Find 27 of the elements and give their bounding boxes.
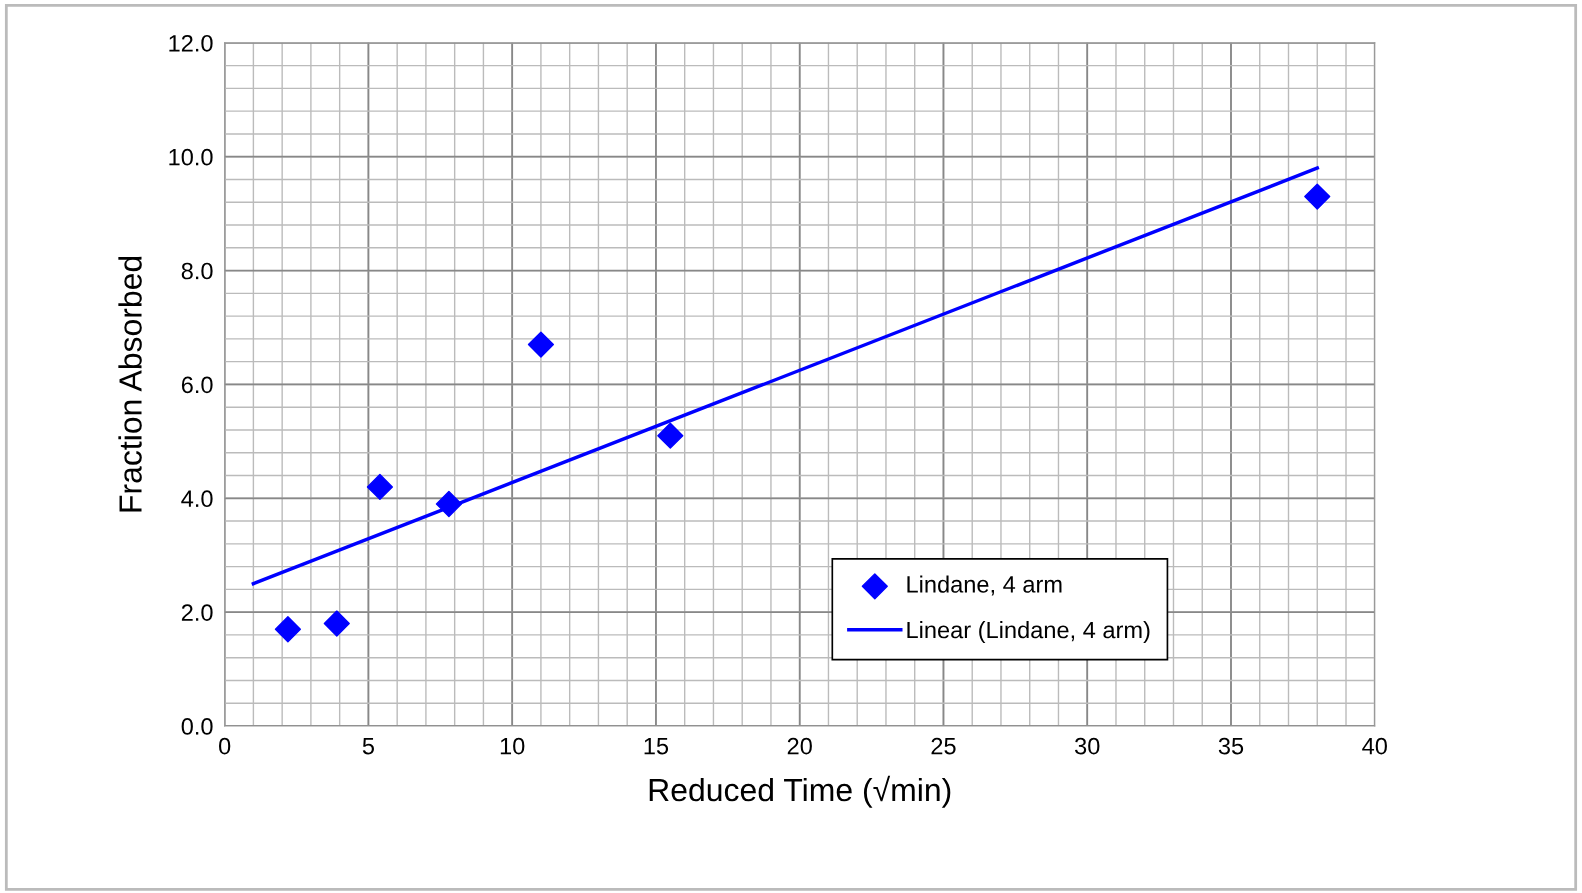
legend-label: Linear (Lindane, 4 arm) bbox=[907, 621, 1150, 644]
y-tick-label: 0.0 bbox=[181, 718, 213, 735]
x-tick-label: 25 bbox=[931, 737, 956, 755]
y-tick-label: 12.0 bbox=[169, 34, 213, 52]
legend-label: Lindane, 4 arm bbox=[907, 575, 1062, 596]
point bbox=[366, 473, 394, 501]
x-tick-label: 35 bbox=[1218, 737, 1244, 755]
point bbox=[323, 610, 350, 637]
y-tick-label: 2.0 bbox=[181, 604, 213, 621]
y-tick-label: 4.0 bbox=[181, 490, 213, 508]
y-tick-label: 6.0 bbox=[181, 376, 213, 394]
point bbox=[1304, 183, 1331, 210]
x-axis-title: Reduced Time (√min) bbox=[649, 775, 951, 808]
y-tick-label: 8.0 bbox=[181, 262, 213, 280]
y-tick-label: 10.0 bbox=[169, 148, 213, 166]
x-tick-label: 30 bbox=[1075, 737, 1100, 755]
x-tick-label: 5 bbox=[362, 737, 374, 755]
point bbox=[657, 422, 684, 449]
point bbox=[435, 490, 463, 518]
y-axis-title: Fraction Absorbed bbox=[118, 256, 142, 512]
point bbox=[527, 331, 555, 358]
x-tick-label: 40 bbox=[1362, 737, 1387, 755]
x-tick-label: 10 bbox=[500, 737, 525, 755]
x-tick-label: 0 bbox=[219, 737, 231, 755]
x-tick-label: 15 bbox=[644, 737, 669, 755]
x-tick-label: 20 bbox=[787, 737, 812, 755]
point bbox=[274, 616, 302, 643]
